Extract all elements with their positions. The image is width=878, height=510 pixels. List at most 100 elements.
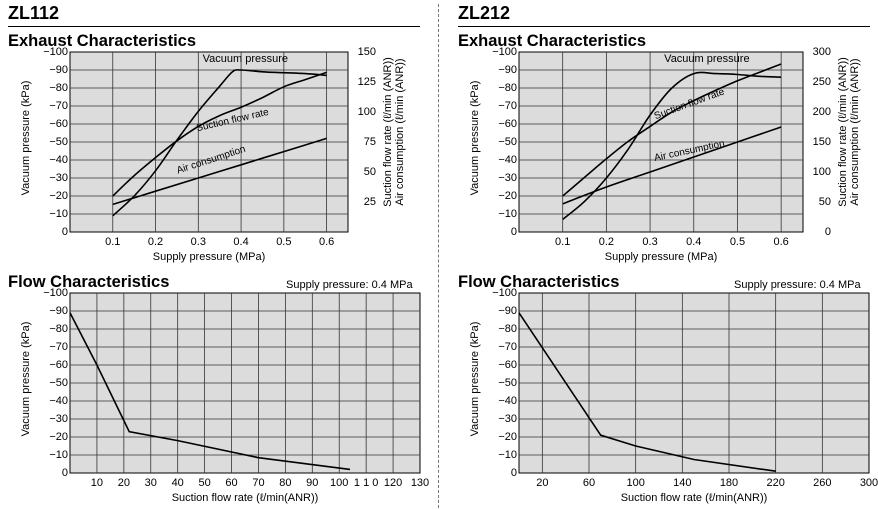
y-tick-label: −30: [49, 172, 68, 184]
zl212-title-rule: [458, 26, 870, 27]
zl212-supply-pressure-note: Supply pressure: 0.4 MPa: [734, 279, 861, 291]
x-tick-label: 100: [626, 477, 644, 489]
y2-axis-label: Suction flow rate (ℓ/min (ANR)): [382, 57, 394, 207]
x-tick-label: 90: [306, 477, 318, 489]
y-tick-label: −90: [49, 305, 68, 317]
x-axis-label: Supply pressure (MPa): [153, 251, 266, 263]
x-axis-label: Suction flow rate (ℓ/min(ANR)): [172, 492, 319, 504]
y2-axis-label: Suction flow rate (ℓ/min (ANR)): [837, 57, 849, 207]
column-divider: [438, 4, 439, 508]
zl112-title-rule: [8, 26, 420, 27]
zl212-model-title: ZL212: [458, 3, 511, 23]
x-tick-label: 1 1 0: [354, 477, 378, 489]
y-tick-label: −10: [49, 208, 68, 220]
x-tick-label: 0.4: [686, 236, 701, 248]
y2-axis-label: Air consumption (ℓ/min (ANR)): [394, 58, 406, 205]
y2-tick-label: 50: [364, 166, 376, 178]
y-tick-label: −40: [498, 395, 517, 407]
x-tick-label: 0.6: [319, 236, 334, 248]
y2-tick-label: 100: [358, 106, 376, 118]
y-tick-label: −30: [49, 413, 68, 425]
x-tick-label: 0.1: [105, 236, 120, 248]
zl112-exhaust-title: Exhaust Characteristics: [8, 32, 197, 50]
y2-tick-label: 150: [813, 136, 831, 148]
x-tick-label: 0.4: [233, 236, 248, 248]
suction-flow-rate-line: [562, 63, 782, 197]
y-tick-label: −40: [49, 154, 68, 166]
air-consumption-line: [112, 137, 327, 206]
y-tick-label: −80: [498, 82, 517, 94]
vacuum-pressure-label: Vacuum pressure: [203, 53, 288, 65]
vacuum-pressure-label: Vacuum pressure: [664, 53, 749, 65]
y-tick-label: −20: [498, 431, 517, 443]
y-tick-label: −100: [43, 287, 68, 299]
x-tick-label: 70: [252, 477, 264, 489]
x-tick-label: 20: [536, 477, 548, 489]
y-tick-label: −50: [49, 136, 68, 148]
x-tick-label: 0.6: [774, 236, 789, 248]
x-tick-label: 60: [583, 477, 595, 489]
y2-tick-label: 0: [825, 226, 831, 238]
y2-tick-label: 100: [813, 166, 831, 178]
x-tick-label: 10: [91, 477, 103, 489]
y-tick-label: −70: [498, 100, 517, 112]
y-tick-label: 0: [62, 226, 68, 238]
x-tick-label: 50: [198, 477, 210, 489]
x-tick-label: 0.5: [730, 236, 745, 248]
y2-tick-label: 300: [813, 46, 831, 58]
x-tick-label: 300: [860, 477, 878, 489]
zl112-supply-pressure-note: Supply pressure: 0.4 MPa: [286, 279, 413, 291]
air-consumption-line: [562, 126, 782, 205]
y-tick-label: −80: [49, 82, 68, 94]
y2-tick-label: 125: [358, 76, 376, 88]
y-tick-label: −60: [498, 118, 517, 130]
x-tick-label: 130: [411, 477, 429, 489]
y-tick-label: −50: [49, 377, 68, 389]
x-tick-label: 80: [279, 477, 291, 489]
y-tick-label: −60: [49, 359, 68, 371]
y-tick-label: −10: [49, 449, 68, 461]
y-tick-label: −100: [43, 46, 68, 58]
zl112-model-title: ZL112: [8, 3, 60, 23]
y2-axis-label: Air consumption (ℓ/min (ANR)): [849, 58, 861, 205]
x-axis-label: Supply pressure (MPa): [605, 251, 718, 263]
y-tick-label: −50: [498, 377, 517, 389]
x-tick-label: 100: [330, 477, 348, 489]
x-axis-label: Suction flow rate (ℓ/min(ANR)): [621, 492, 768, 504]
y-tick-label: −70: [49, 100, 68, 112]
y-tick-label: −10: [498, 208, 517, 220]
y2-tick-label: 25: [364, 196, 376, 208]
y-axis-label: Vacuum pressure (kPa): [469, 81, 481, 196]
y-tick-label: −20: [498, 190, 517, 202]
y2-tick-label: 150: [358, 46, 376, 58]
x-tick-label: 0.1: [555, 236, 570, 248]
y-tick-label: −100: [492, 287, 517, 299]
x-tick-label: 220: [766, 477, 784, 489]
x-tick-label: 20: [118, 477, 130, 489]
x-tick-label: 0.5: [276, 236, 291, 248]
y-axis-label: Vacuum pressure (kPa): [469, 322, 481, 437]
y-axis-label: Vacuum pressure (kPa): [20, 81, 32, 196]
y-tick-label: −100: [492, 46, 517, 58]
x-tick-label: 180: [720, 477, 738, 489]
x-tick-label: 0.3: [191, 236, 206, 248]
y-tick-label: −20: [49, 190, 68, 202]
y2-tick-label: 250: [813, 76, 831, 88]
x-tick-label: 140: [673, 477, 691, 489]
y-tick-label: −50: [498, 136, 517, 148]
x-tick-label: 0.3: [642, 236, 657, 248]
zl212-exhaust-title: Exhaust Characteristics: [458, 32, 647, 50]
x-tick-label: 0.2: [599, 236, 614, 248]
y-tick-label: −70: [498, 341, 517, 353]
flow-curve-line: [69, 312, 351, 471]
y-tick-label: −80: [49, 323, 68, 335]
y-tick-label: −30: [498, 172, 517, 184]
zl112-flow-title: Flow Characteristics: [8, 273, 170, 291]
y2-tick-label: 75: [364, 136, 376, 148]
vacuum-pressure-line: [562, 71, 782, 221]
x-tick-label: 120: [384, 477, 402, 489]
vacuum-pressure-line: [112, 69, 327, 217]
